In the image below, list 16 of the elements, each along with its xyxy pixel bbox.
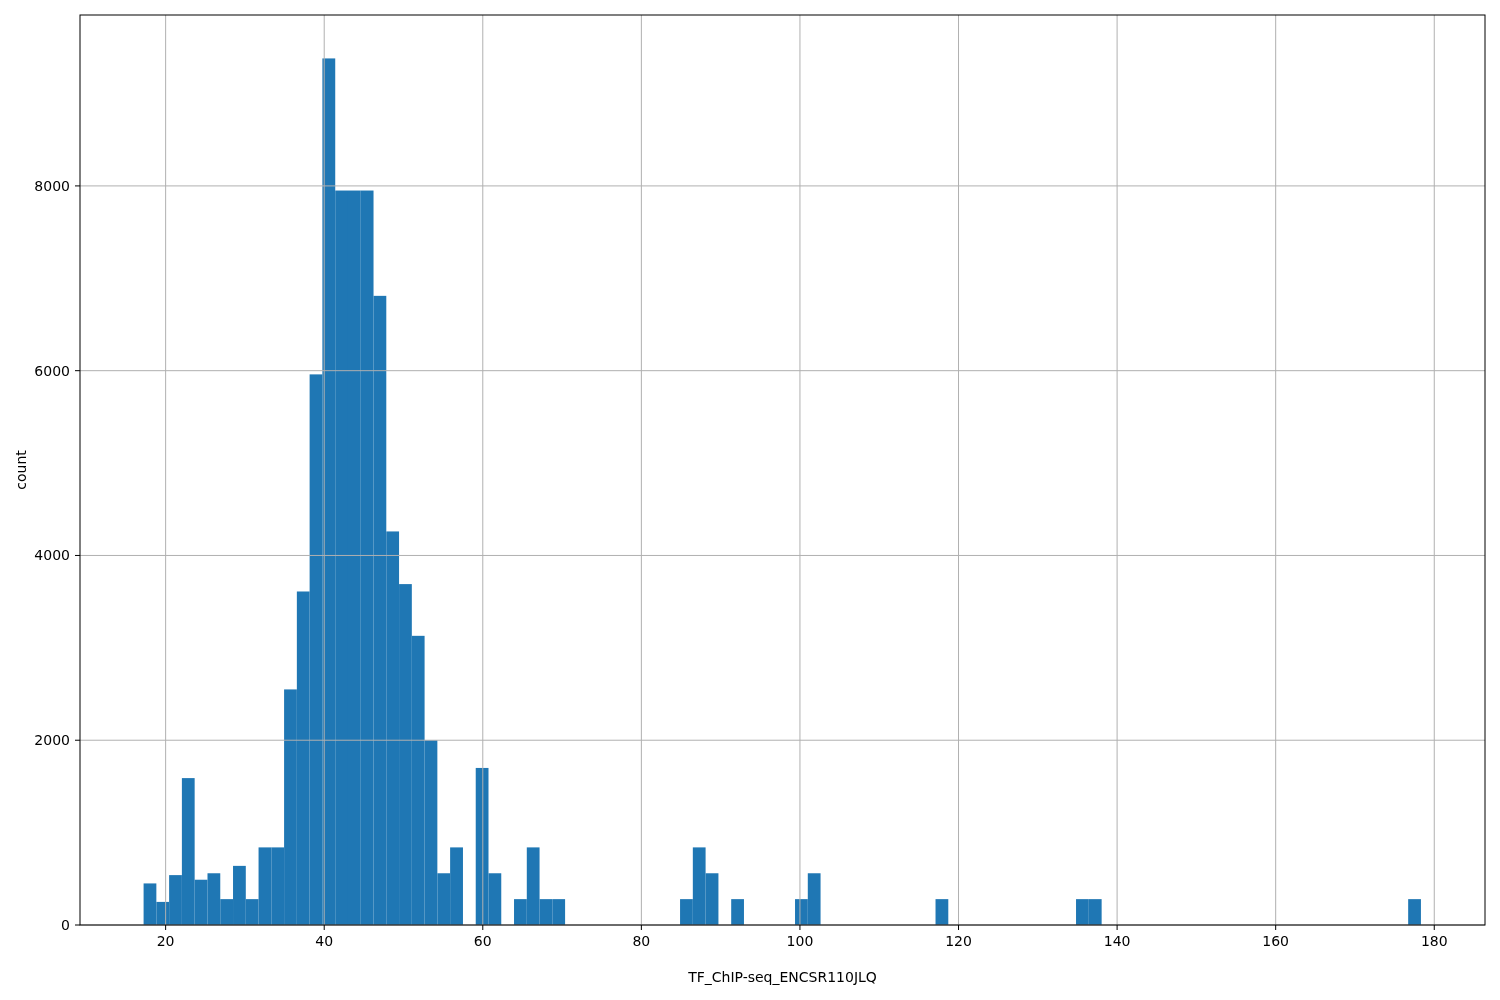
x-tick-label: 180 [1420, 933, 1448, 950]
x-tick-label: 160 [1262, 933, 1290, 950]
y-tick-label: 2000 [34, 732, 70, 749]
y-axis-title: count [13, 449, 29, 490]
x-tick-label: 100 [786, 933, 814, 950]
x-axis-title: TF_ChIP-seq_ENCSR110JLQ [687, 969, 877, 985]
y-tick-label: 6000 [34, 362, 70, 379]
x-tick-label: 120 [945, 933, 972, 950]
y-tick-label: 4000 [34, 547, 70, 564]
y-tick-label: 0 [61, 916, 70, 933]
x-tick-label: 20 [156, 933, 175, 950]
x-tick-label: 60 [473, 933, 492, 950]
x-tick-label: 140 [1103, 933, 1131, 950]
x-tick-label: 40 [315, 933, 334, 950]
y-tick-label: 8000 [34, 177, 70, 194]
x-tick-label: 80 [632, 933, 651, 950]
